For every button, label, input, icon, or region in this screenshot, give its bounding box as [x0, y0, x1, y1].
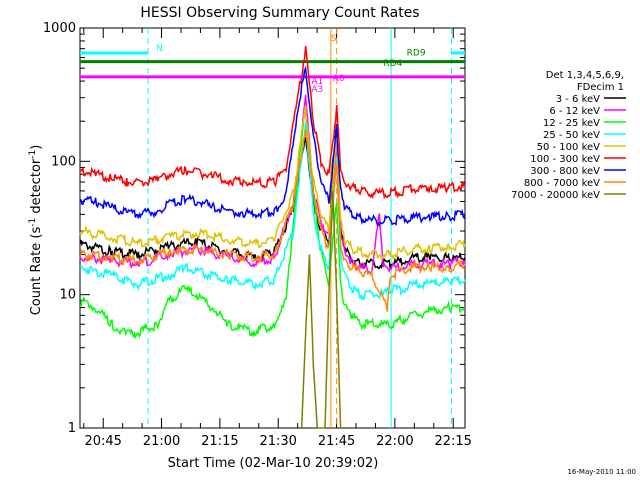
- series-line: [79, 123, 466, 270]
- series-line: [300, 190, 342, 429]
- annotation-label: A1: [311, 77, 323, 87]
- series-line: [79, 129, 466, 312]
- series-line: [79, 65, 466, 227]
- annotation-label: RD9: [407, 49, 426, 59]
- state-bars: N: [80, 44, 465, 79]
- plot-frame: [79, 27, 466, 429]
- y-tick-label: 100: [51, 154, 76, 169]
- x-tick-label: 22:15: [434, 434, 471, 449]
- timestamp-label: 16-May-2010 11:00: [567, 468, 636, 476]
- legend-entry-label: 25 - 50 keV: [543, 130, 600, 141]
- y-tick-label: 1000: [43, 21, 76, 36]
- series-line: [79, 45, 466, 200]
- legend-entry-label: 100 - 300 keV: [530, 154, 600, 165]
- annotation-label: S: [331, 34, 337, 44]
- legend-header: Det 1,3,4,5,6,9,: [546, 70, 624, 81]
- data-series: [79, 45, 466, 429]
- legend-entry-label: 50 - 100 keV: [537, 142, 601, 153]
- y-axis-label-main: Count Rate (s: [29, 227, 44, 316]
- annotations: S RD9 RD4 A1 A0 A3: [311, 34, 425, 95]
- state-bar-label: N: [156, 44, 163, 54]
- x-axis: 20:45 21:00 21:15 21:30 21:45 22:00 22:15: [83, 28, 472, 449]
- y-axis-label-sup2: -1: [28, 150, 38, 159]
- series-line: [79, 110, 466, 340]
- x-tick-label: 21:30: [259, 434, 296, 449]
- annotation-label: A3: [311, 85, 323, 95]
- y-tick-label: 10: [59, 288, 76, 303]
- legend-header: FDecim 1: [577, 82, 624, 93]
- annotation-label: RD4: [383, 59, 402, 69]
- x-tick-label: 21:15: [201, 434, 238, 449]
- legend-entry-label: 12 - 25 keV: [543, 118, 600, 129]
- y-axis-label-mid: detector: [29, 158, 44, 218]
- series-line: [79, 122, 466, 302]
- legend-entry-label: 800 - 7000 keV: [524, 178, 600, 189]
- x-tick-label: 21:00: [143, 434, 180, 449]
- x-axis-label: Start Time (02-Mar-10 20:39:02): [168, 456, 379, 471]
- legend-entry-label: 6 - 12 keV: [549, 106, 600, 117]
- legend-entry-label: 3 - 6 keV: [556, 94, 600, 105]
- chart-title: HESSI Observing Summary Count Rates: [140, 5, 419, 21]
- plot-area: 1 10 100 1000 20:45 21:00 21:15 21:30 21:45 22:00…: [43, 21, 472, 449]
- y-tick-label: 1: [68, 421, 76, 436]
- y-axis-label-sup1: -1: [28, 218, 38, 227]
- y-axis: 1 10 100 1000: [43, 21, 465, 436]
- y-axis-label: Count Rate (s-1 detector-1): [28, 145, 44, 316]
- x-tick-label: 20:45: [84, 434, 121, 449]
- x-tick-label: 21:45: [318, 434, 355, 449]
- legend-entry-label: 300 - 800 keV: [530, 166, 600, 177]
- y-axis-label-end: ): [29, 145, 44, 150]
- legend-entry-label: 7000 - 20000 keV: [511, 190, 600, 201]
- x-tick-label: 22:00: [376, 434, 413, 449]
- annotation-label: A0: [333, 74, 345, 84]
- series-line: [79, 94, 466, 276]
- series-line: [79, 105, 466, 260]
